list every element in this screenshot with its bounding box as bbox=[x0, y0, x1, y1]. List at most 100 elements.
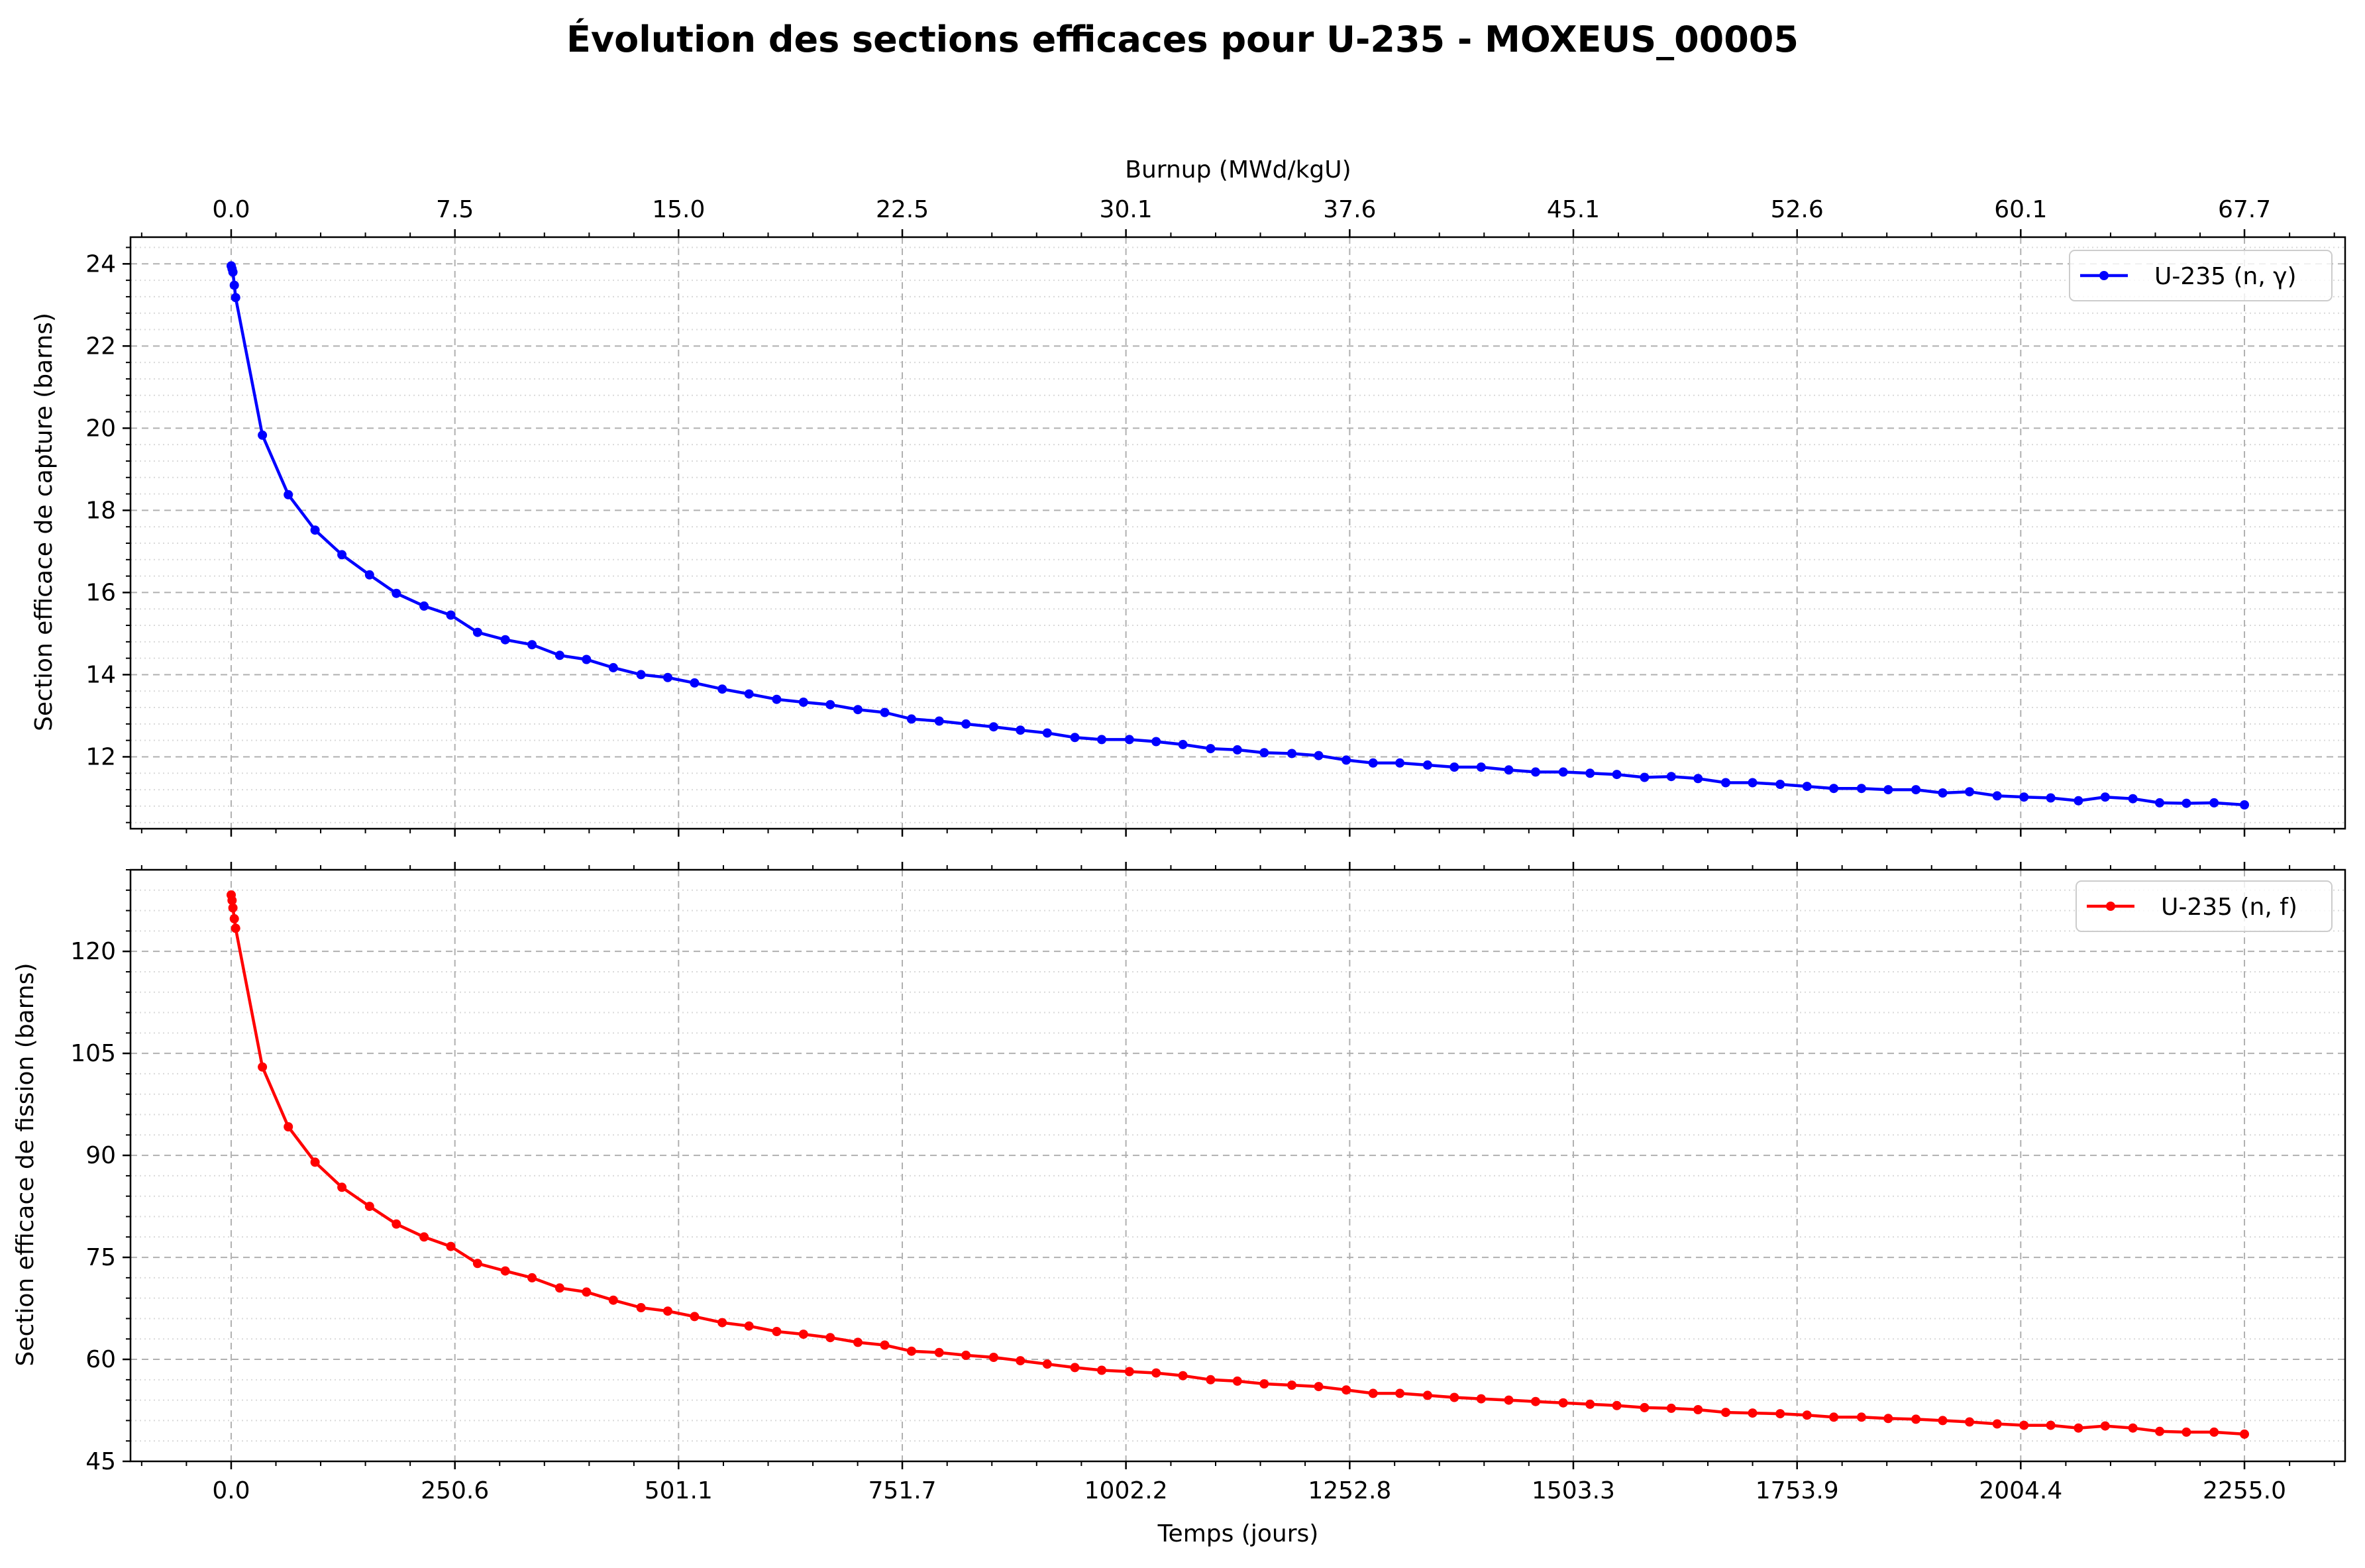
fission-x-tick-label: 501.1 bbox=[645, 1477, 713, 1504]
capture-data-point bbox=[2181, 798, 2191, 808]
capture-data-point bbox=[853, 705, 863, 715]
burnup-tick-label: 67.7 bbox=[2218, 196, 2271, 223]
fission-data-point bbox=[1829, 1412, 1839, 1422]
fission-data-point bbox=[1558, 1398, 1568, 1408]
fission-data-point bbox=[1422, 1390, 1432, 1400]
capture-data-point bbox=[1259, 748, 1269, 758]
capture-data-point bbox=[1666, 772, 1676, 782]
capture-data-point bbox=[2100, 792, 2110, 802]
capture-data-point bbox=[1883, 785, 1893, 795]
fission-panel: 45 60 75 90 105 120 0.0 250.6 501.1 751.7 1002.2 12… bbox=[12, 862, 2346, 1547]
capture-data-point bbox=[1206, 744, 1216, 754]
capture-data-point bbox=[1585, 768, 1595, 778]
capture-data-point bbox=[1042, 728, 1052, 738]
fission-data-point bbox=[419, 1232, 429, 1242]
capture-data-point bbox=[1829, 784, 1839, 794]
figure-title: Évolution des sections efficaces pour U-… bbox=[566, 19, 1799, 60]
capture-data-point bbox=[961, 719, 971, 729]
fission-legend: U-235 (n, f) bbox=[2076, 880, 2333, 932]
fission-data-point bbox=[1395, 1388, 1405, 1398]
fission-data-point bbox=[284, 1122, 293, 1131]
fission-data-point bbox=[1206, 1375, 1216, 1385]
capture-data-point bbox=[798, 698, 808, 707]
fission-data-point bbox=[1775, 1409, 1785, 1419]
fission-data-point bbox=[1042, 1359, 1052, 1369]
capture-data-point bbox=[500, 635, 510, 645]
capture-data-point bbox=[1151, 737, 1161, 747]
capture-data-point bbox=[825, 700, 835, 709]
fission-data-point bbox=[1232, 1376, 1242, 1386]
capture-data-point bbox=[2155, 798, 2164, 808]
fission-y-tick-label: 75 bbox=[85, 1244, 116, 1271]
fission-x-tick-label: 1002.2 bbox=[1084, 1477, 1168, 1504]
fission-data-point bbox=[1449, 1392, 1459, 1402]
capture-data-point bbox=[608, 662, 618, 672]
fission-y-tick-label: 45 bbox=[85, 1448, 116, 1475]
fission-data-point bbox=[2019, 1420, 2029, 1430]
fission-x-tick-label: 0.0 bbox=[212, 1477, 250, 1504]
capture-y-tick-label: 20 bbox=[85, 415, 116, 442]
capture-data-point bbox=[717, 684, 727, 694]
fission-data-point bbox=[1856, 1412, 1866, 1422]
capture-data-point bbox=[1938, 788, 1948, 798]
capture-data-point bbox=[663, 672, 672, 682]
fission-data-point bbox=[1178, 1371, 1188, 1381]
capture-data-point bbox=[1612, 770, 1622, 780]
fission-data-point bbox=[1341, 1385, 1351, 1395]
fission-data-point bbox=[717, 1318, 727, 1328]
fission-data-point bbox=[472, 1259, 482, 1269]
fission-data-point bbox=[229, 914, 239, 923]
capture-data-point bbox=[880, 707, 890, 717]
capture-legend-frame bbox=[2069, 250, 2333, 301]
capture-data-point bbox=[1531, 767, 1540, 777]
burnup-xlabel: Burnup (MWd/kgU) bbox=[1125, 156, 1351, 183]
capture-y-tick-label: 24 bbox=[85, 250, 116, 278]
fission-data-point bbox=[227, 896, 237, 906]
fission-x-tick-label: 2255.0 bbox=[2203, 1477, 2286, 1504]
burnup-tick-label: 15.0 bbox=[652, 196, 705, 223]
fission-data-point bbox=[880, 1340, 890, 1350]
fission-data-point bbox=[446, 1241, 456, 1251]
fission-data-point bbox=[853, 1337, 863, 1347]
fission-data-point bbox=[1504, 1395, 1514, 1405]
capture-data-point bbox=[934, 716, 944, 726]
fission-data-point bbox=[2181, 1427, 2191, 1437]
capture-data-point bbox=[228, 267, 238, 277]
capture-data-point bbox=[582, 654, 592, 664]
fission-data-point bbox=[1640, 1402, 1650, 1412]
capture-legend-label: U-235 (n, γ) bbox=[2154, 263, 2297, 290]
fission-data-point bbox=[258, 1062, 268, 1072]
capture-data-point bbox=[392, 588, 401, 598]
fission-data-point bbox=[1911, 1414, 1921, 1424]
burnup-tick-label: 0.0 bbox=[212, 196, 250, 223]
capture-data-point bbox=[1911, 785, 1921, 795]
capture-axes: 12 14 16 18 20 22 24 0.0 7.5 15.0 22.5 30.1 37.6 45.1… bbox=[85, 196, 2346, 837]
fission-x-tick-label: 1503.3 bbox=[1532, 1477, 1615, 1504]
fission-data-point bbox=[772, 1327, 782, 1336]
capture-data-point bbox=[1558, 767, 1568, 777]
fission-axes: 45 60 75 90 105 120 0.0 250.6 501.1 751.7 1002.2 12… bbox=[70, 862, 2346, 1504]
fission-data-point bbox=[1287, 1381, 1296, 1390]
capture-axes-frame bbox=[129, 236, 2346, 830]
capture-data-point bbox=[229, 280, 239, 290]
fission-data-point bbox=[231, 923, 240, 933]
fission-data-point bbox=[1531, 1396, 1540, 1406]
burnup-tick-label: 37.6 bbox=[1323, 196, 1376, 223]
capture-data-point bbox=[636, 670, 646, 680]
fission-data-point bbox=[1938, 1416, 1948, 1426]
fission-data-point bbox=[310, 1157, 320, 1167]
fission-data-point bbox=[1259, 1379, 1269, 1388]
fission-data-point bbox=[1476, 1394, 1486, 1404]
capture-data-point bbox=[527, 640, 537, 650]
capture-data-point bbox=[1070, 733, 1080, 743]
fission-data-point bbox=[1612, 1400, 1622, 1410]
fission-data-point bbox=[2100, 1421, 2110, 1431]
fission-x-tick-label: 2004.4 bbox=[1979, 1477, 2062, 1504]
capture-data-point bbox=[2209, 798, 2219, 808]
capture-y-tick-label: 18 bbox=[85, 497, 116, 524]
fission-data-point bbox=[364, 1202, 374, 1212]
fission-data-point bbox=[554, 1283, 564, 1293]
burnup-tick-label: 52.6 bbox=[1771, 196, 1824, 223]
